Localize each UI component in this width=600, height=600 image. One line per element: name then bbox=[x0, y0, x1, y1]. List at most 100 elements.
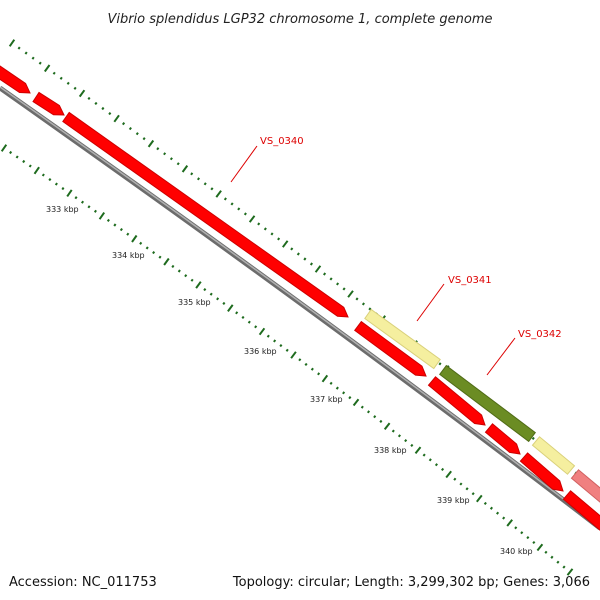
tick-label-338: 338 kbp bbox=[374, 446, 407, 455]
outer-tick-minor bbox=[169, 157, 173, 161]
outer-tick-minor bbox=[342, 287, 346, 291]
inner-tick-minor bbox=[266, 334, 270, 338]
outer-tick-minor bbox=[87, 96, 91, 100]
inner-tick-minor bbox=[410, 443, 414, 447]
inner-tick-major bbox=[33, 166, 40, 175]
outer-tick-major bbox=[215, 190, 222, 198]
inner-tick-major bbox=[476, 494, 483, 503]
inner-tick-major bbox=[383, 422, 391, 431]
outer-tick-minor bbox=[156, 147, 160, 151]
inner-tick-minor bbox=[285, 348, 289, 352]
callout-line-vs0342 bbox=[486, 337, 516, 376]
inner-tick-minor bbox=[360, 405, 364, 409]
outer-tick-minor bbox=[336, 282, 340, 286]
inner-tick-major bbox=[566, 568, 574, 576]
inner-tick-minor bbox=[203, 288, 207, 292]
outer-tick-minor bbox=[270, 232, 274, 236]
outer-tick-minor bbox=[176, 162, 180, 166]
outer-tick-minor bbox=[230, 202, 234, 206]
inner-tick-minor bbox=[483, 501, 487, 506]
inner-tick-major bbox=[506, 519, 513, 527]
gene-arrow bbox=[0, 65, 31, 94]
outer-tick-minor bbox=[223, 197, 227, 201]
inner-tick-minor bbox=[556, 560, 560, 564]
inner-tick-minor bbox=[514, 526, 518, 530]
inner-tick-minor bbox=[152, 251, 156, 255]
inner-tick-minor bbox=[209, 292, 213, 296]
gene-arrow bbox=[519, 452, 564, 492]
outer-tick-minor bbox=[128, 127, 132, 131]
inner-tick-minor bbox=[397, 434, 401, 438]
inner-tick-minor bbox=[158, 255, 162, 259]
gene-label-vs0341: VS_0341 bbox=[448, 275, 492, 286]
outer-tick-minor bbox=[368, 307, 372, 311]
inner-tick-minor bbox=[373, 415, 377, 419]
outer-tick-minor bbox=[163, 152, 167, 156]
callout-line-vs0341 bbox=[416, 283, 445, 322]
outer-tick-minor bbox=[31, 56, 35, 60]
inner-tick-minor bbox=[502, 516, 506, 520]
gene-block bbox=[570, 469, 600, 503]
outer-tick-minor bbox=[73, 86, 77, 90]
inner-tick-minor bbox=[106, 218, 110, 222]
inner-tick-minor bbox=[471, 492, 475, 496]
outer-tick-minor bbox=[52, 71, 56, 75]
inner-tick-minor bbox=[184, 274, 188, 278]
inner-tick-minor bbox=[74, 196, 78, 200]
inner-tick-major bbox=[352, 398, 360, 407]
inner-tick-major bbox=[414, 446, 422, 455]
outer-tick-minor bbox=[142, 137, 146, 141]
outer-tick-major bbox=[113, 114, 120, 123]
gene-arrow bbox=[62, 111, 349, 318]
reverse-strand-genes bbox=[0, 65, 600, 531]
inner-tick-major bbox=[195, 281, 202, 289]
gene-arrow bbox=[353, 320, 427, 377]
inner-tick-major bbox=[66, 189, 73, 197]
tick-label-333: 333 kbp bbox=[46, 205, 79, 214]
inner-tick-minor bbox=[126, 232, 130, 236]
inner-tick-minor bbox=[139, 241, 143, 245]
outer-tick-minor bbox=[296, 252, 300, 256]
inner-tick-minor bbox=[453, 477, 457, 481]
inner-tick-minor bbox=[310, 367, 314, 371]
inner-tick-minor bbox=[366, 410, 371, 414]
outer-tick-major bbox=[43, 64, 51, 73]
outer-tick-minor bbox=[303, 257, 307, 261]
outer-tick-minor bbox=[531, 436, 535, 441]
outer-tick-minor bbox=[122, 121, 126, 126]
genome-backbone bbox=[0, 85, 600, 530]
inner-tick-minor bbox=[317, 372, 321, 376]
outer-tick-minor bbox=[257, 222, 261, 226]
inner-tick-major bbox=[227, 304, 234, 312]
inner-tick-minor bbox=[54, 182, 58, 186]
inner-tick-major bbox=[321, 374, 329, 383]
outer-tick-major bbox=[147, 139, 155, 148]
inner-tick-major bbox=[131, 234, 138, 243]
inner-tick-minor bbox=[348, 396, 352, 400]
outer-tick-minor bbox=[237, 207, 241, 211]
tick-label-336: 336 kbp bbox=[244, 347, 277, 356]
inner-tick-minor bbox=[562, 565, 566, 569]
outer-tick-minor bbox=[263, 227, 267, 231]
outer-tick-minor bbox=[135, 132, 139, 136]
inner-tick-major bbox=[536, 543, 544, 552]
gene-block bbox=[531, 436, 576, 475]
inner-tick-minor bbox=[391, 429, 395, 433]
inner-tick-major bbox=[98, 212, 106, 220]
gene-callouts: VS_0340 VS_0341 VS_0342 bbox=[230, 136, 562, 376]
inner-tick-minor bbox=[550, 555, 554, 559]
inner-tick-minor bbox=[190, 278, 194, 282]
gene-arrow bbox=[427, 376, 486, 426]
inner-tick-minor bbox=[61, 187, 65, 191]
inner-tick-minor bbox=[459, 482, 463, 486]
outer-tick-minor bbox=[290, 247, 294, 251]
outer-tick-major bbox=[281, 240, 289, 248]
outer-tick-minor bbox=[361, 302, 365, 306]
backbone-highlight bbox=[0, 86, 600, 528]
outer-tick-minor bbox=[101, 106, 105, 111]
inner-tick-minor bbox=[241, 315, 245, 319]
inner-tick-minor bbox=[329, 381, 333, 385]
inner-tick-ring bbox=[0, 144, 574, 576]
outer-tick-minor bbox=[438, 362, 442, 366]
